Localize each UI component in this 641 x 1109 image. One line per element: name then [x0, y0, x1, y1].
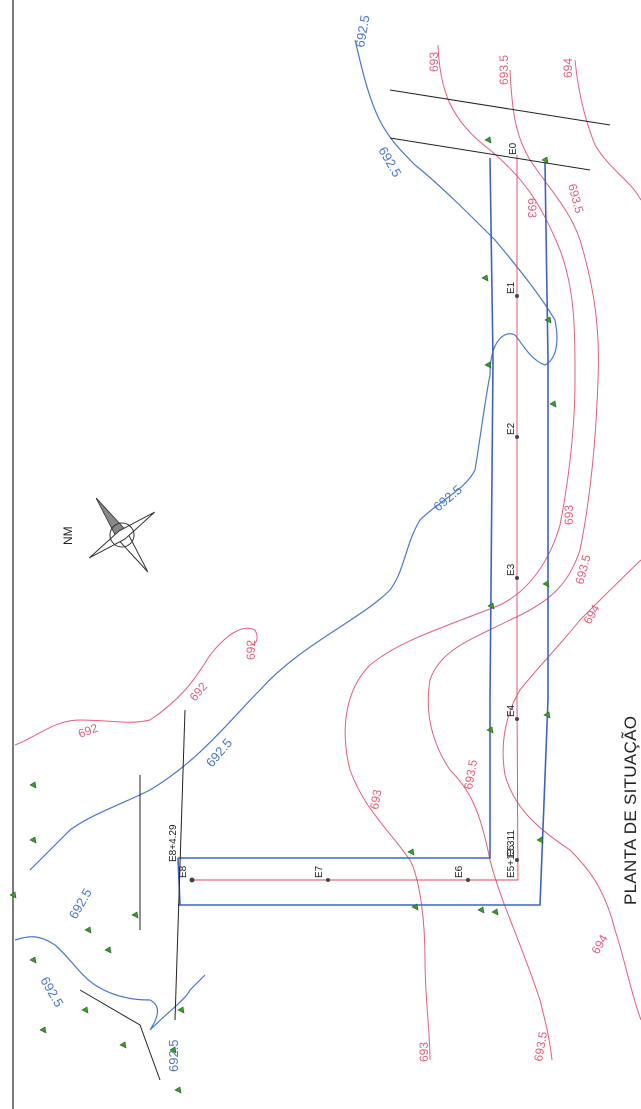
contour-label-pink: 693: [367, 788, 384, 810]
road-edge-right: [178, 162, 549, 906]
contour-label-pink: 694: [580, 602, 602, 627]
contour-692.5-lower-left: [14, 936, 206, 1031]
contour-label-pink: 693.5: [461, 758, 480, 790]
tree-icon: [9, 891, 17, 899]
road-edge-left: [178, 157, 494, 859]
contour-692: [14, 627, 258, 746]
tree-icon: [542, 580, 550, 588]
station-marker: [189, 877, 195, 883]
tree-icon: [81, 1006, 89, 1014]
tree-icon: [477, 906, 485, 914]
station-e1: E1: [506, 281, 517, 294]
tree-icon: [84, 926, 92, 934]
tree-icon: [484, 361, 492, 369]
contour-694-top: [502, 59, 641, 1021]
contour-label-blue: 692.5: [352, 14, 372, 49]
station-e5b: E5+13.311: [506, 830, 517, 878]
station-e6: E6: [454, 865, 465, 878]
contour-label-blue: 692.5: [37, 974, 66, 1010]
station-marker: [515, 435, 519, 439]
tree-icon: [543, 711, 551, 719]
tree-icon: [29, 781, 37, 789]
contour-label-pink: 693.5: [572, 553, 593, 586]
tree-symbols: [9, 136, 557, 1094]
tree-icon: [131, 911, 139, 919]
contour-label-blue: 692.5: [430, 482, 465, 514]
title: PLANTA DE SITUAÇÃO: [621, 716, 640, 905]
contour-label-pink: 693: [417, 1042, 431, 1062]
axis-main: [190, 155, 519, 881]
pink-contours: [14, 44, 641, 1061]
tree-icon: [541, 156, 549, 164]
contour-label-blue: 692.5: [203, 735, 235, 770]
tree-icon: [29, 956, 37, 964]
section-line-2: [389, 137, 591, 171]
tree-icon: [544, 316, 552, 324]
contour-label-pink: 692: [244, 640, 258, 660]
tree-icon: [484, 136, 492, 144]
contour-692.5-main: [29, 39, 558, 871]
contour-label-pink: 693.5: [531, 1030, 550, 1062]
tree-icon: [169, 1046, 177, 1054]
section-lines: [79, 89, 611, 1081]
contour-label-pink: 693: [427, 52, 441, 72]
station-markers: [189, 294, 519, 883]
section-line-4: [174, 709, 186, 1021]
tree-icon: [407, 848, 415, 856]
contour-label-pink: 693.5: [497, 55, 511, 85]
contour-693-top: [344, 44, 576, 1061]
contour-label-pink: 693: [525, 198, 539, 218]
contour-label-pink: 692: [187, 679, 211, 704]
tree-icon: [119, 1041, 127, 1049]
contour-693.5-top: [427, 69, 599, 1061]
tree-icon: [29, 836, 37, 844]
tree-icon: [174, 1086, 182, 1094]
north-label: NM: [61, 526, 75, 545]
contour-label-blue: 692.5: [66, 886, 95, 922]
station-e0: E0: [508, 142, 519, 155]
center-axis: [190, 155, 519, 881]
tree-icon: [491, 908, 499, 916]
station-e5: E5: [506, 844, 517, 857]
contour-label-blue: 692.5: [166, 1039, 181, 1072]
station-marker: [466, 878, 470, 882]
station-e8: E8: [178, 865, 189, 878]
section-line-1: [389, 89, 611, 126]
tree-icon: [411, 903, 419, 911]
road-outline: [177, 157, 549, 906]
tree-icon: [486, 726, 494, 734]
contour-label-pink: 693: [562, 505, 576, 525]
tree-icon: [487, 602, 495, 610]
tree-icon: [39, 1026, 47, 1034]
station-marker: [515, 858, 519, 862]
contour-label-pink: 694: [588, 932, 610, 957]
section-line-5: [79, 989, 161, 1081]
station-e3: E3: [506, 563, 517, 576]
north-arrow-icon: [88, 497, 156, 573]
station-marker: [515, 294, 519, 298]
tree-icon: [549, 400, 557, 408]
tree-icon: [481, 274, 489, 282]
station-e2: E2: [506, 422, 517, 435]
contour-label-pink: 694: [561, 58, 575, 78]
station-e7: E7: [314, 865, 325, 878]
station-marker: [515, 717, 519, 721]
tree-icon: [104, 946, 112, 954]
contour-label-pink: 692: [76, 721, 100, 741]
station-marker: [326, 878, 330, 882]
tree-icon: [536, 836, 544, 844]
blue-contours: [14, 39, 558, 1031]
station-e8b: E8+4.29: [168, 824, 179, 862]
tree-icon: [177, 1006, 185, 1014]
station-marker: [515, 576, 519, 580]
station-e4: E4: [506, 704, 517, 717]
contour-label-pink: 693.5: [565, 182, 586, 215]
